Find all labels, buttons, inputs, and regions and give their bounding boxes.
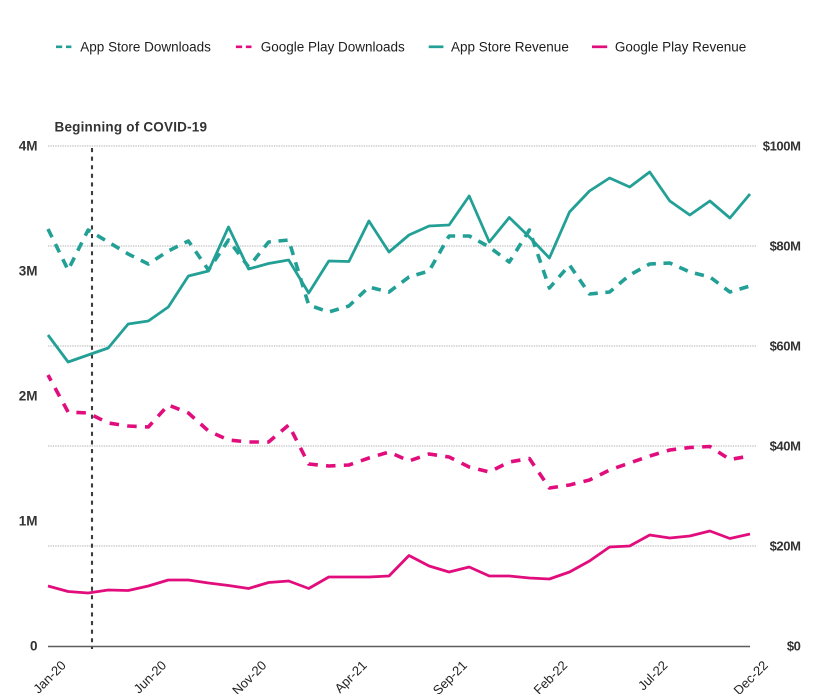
svg-text:App Store Downloads: App Store Downloads	[80, 40, 211, 55]
svg-text:App Store Revenue: App Store Revenue	[451, 40, 569, 55]
svg-text:$0: $0	[787, 639, 801, 654]
svg-text:Google Play Downloads: Google Play Downloads	[261, 40, 405, 55]
svg-text:2M: 2M	[19, 389, 38, 404]
svg-text:Google Play Revenue: Google Play Revenue	[615, 40, 746, 55]
svg-text:1M: 1M	[19, 514, 38, 529]
svg-text:$100M: $100M	[763, 139, 801, 154]
svg-text:0: 0	[30, 639, 38, 654]
svg-text:Beginning of COVID-19: Beginning of COVID-19	[55, 120, 208, 135]
svg-text:$20M: $20M	[770, 539, 801, 554]
svg-text:$80M: $80M	[770, 239, 801, 254]
svg-text:4M: 4M	[19, 139, 38, 154]
svg-text:3M: 3M	[19, 264, 38, 279]
svg-text:$40M: $40M	[770, 439, 801, 454]
svg-text:$60M: $60M	[770, 339, 801, 354]
